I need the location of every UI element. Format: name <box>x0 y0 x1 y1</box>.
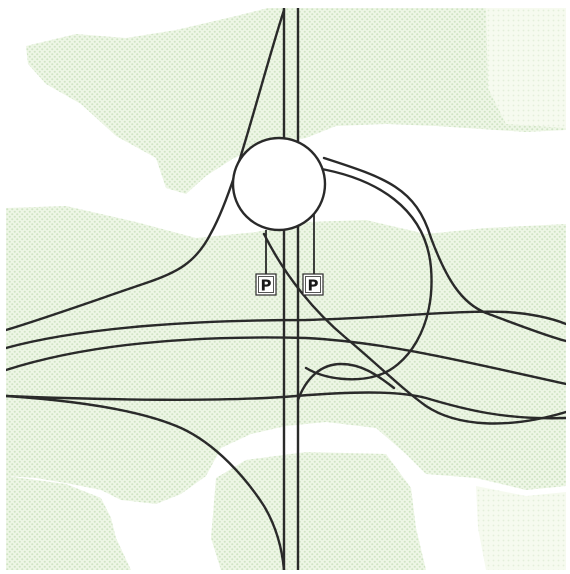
land-area-southwest <box>6 476 131 570</box>
roundabout[interactable] <box>231 136 327 232</box>
ramp-northwest <box>6 8 286 332</box>
parking-marker-right[interactable]: P <box>302 273 324 296</box>
arterial-lower <box>6 391 566 420</box>
road-network <box>6 8 566 570</box>
land-area-north <box>26 8 566 194</box>
arterial-upper <box>6 310 566 350</box>
land-area-center <box>6 206 566 504</box>
parking-label-right: P <box>308 277 319 295</box>
roundabout-east-arc <box>322 156 566 343</box>
arterial-middle <box>6 336 566 386</box>
land-area-southeast <box>476 486 566 570</box>
land-area-northeast-tint <box>486 8 566 128</box>
map-canvas[interactable]: P P <box>6 8 566 570</box>
ramp-east-lower-loop <box>296 362 396 402</box>
parking-marker-left[interactable]: P <box>255 273 277 296</box>
interchange-map[interactable]: P P <box>6 8 566 570</box>
land-area-south <box>211 452 426 570</box>
ramp-southwest <box>6 394 286 570</box>
land-areas <box>6 8 566 570</box>
ramp-southeast-diagonal <box>262 232 566 425</box>
parking-label-left: P <box>261 277 272 295</box>
